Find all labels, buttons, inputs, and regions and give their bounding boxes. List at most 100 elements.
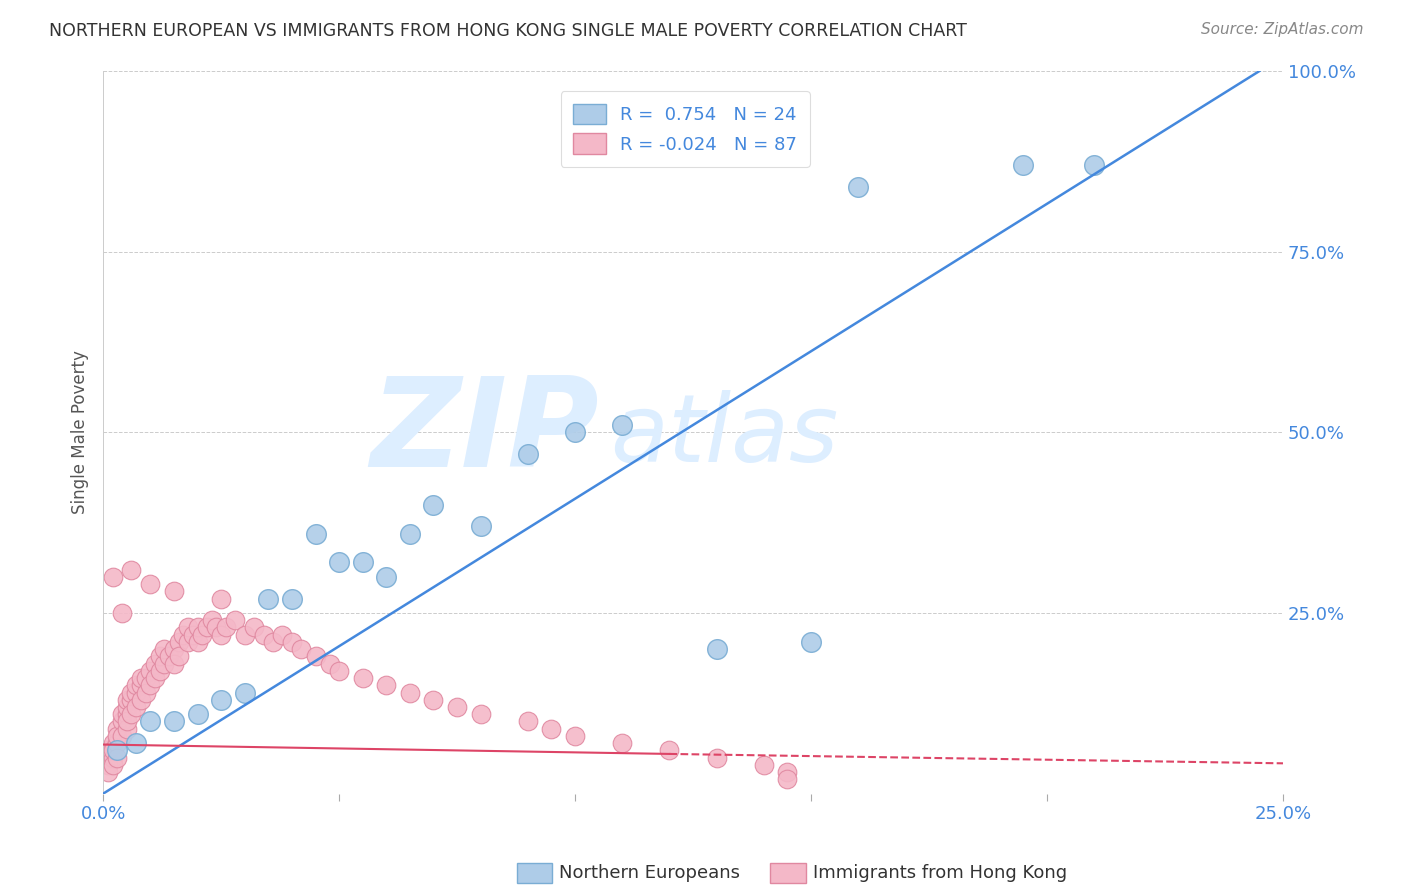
Point <box>205 620 228 634</box>
Point <box>422 498 444 512</box>
Point <box>1083 158 1105 172</box>
Point <box>111 714 134 729</box>
Point <box>290 642 312 657</box>
Point <box>186 620 208 634</box>
Point <box>125 736 148 750</box>
Point <box>105 743 128 757</box>
Point <box>115 692 138 706</box>
Point <box>564 729 586 743</box>
Point <box>540 722 562 736</box>
Point <box>157 649 180 664</box>
Point <box>149 664 172 678</box>
Point <box>115 707 138 722</box>
Point <box>167 649 190 664</box>
Point <box>375 570 398 584</box>
Point <box>167 635 190 649</box>
Point <box>139 678 162 692</box>
Point <box>800 635 823 649</box>
Point <box>135 671 157 685</box>
Point <box>101 570 124 584</box>
Point <box>209 591 232 606</box>
Point <box>172 628 194 642</box>
Point <box>105 750 128 764</box>
Point <box>101 750 124 764</box>
Point <box>191 628 214 642</box>
Point <box>262 635 284 649</box>
Point <box>257 591 280 606</box>
Point <box>125 685 148 699</box>
Point <box>97 743 120 757</box>
Point <box>564 425 586 440</box>
Point <box>143 657 166 671</box>
Point <box>304 649 326 664</box>
Point <box>149 649 172 664</box>
Point <box>281 591 304 606</box>
Point <box>101 743 124 757</box>
Point <box>177 620 200 634</box>
Point <box>143 671 166 685</box>
Point <box>612 736 634 750</box>
Point <box>105 736 128 750</box>
Text: NORTHERN EUROPEAN VS IMMIGRANTS FROM HONG KONG SINGLE MALE POVERTY CORRELATION C: NORTHERN EUROPEAN VS IMMIGRANTS FROM HON… <box>49 22 967 40</box>
Point <box>399 526 422 541</box>
Point <box>752 757 775 772</box>
Point <box>776 764 799 779</box>
Point <box>446 700 468 714</box>
Text: Source: ZipAtlas.com: Source: ZipAtlas.com <box>1201 22 1364 37</box>
Point <box>209 628 232 642</box>
Point <box>612 418 634 433</box>
Point <box>422 692 444 706</box>
Point <box>163 657 186 671</box>
Y-axis label: Single Male Poverty: Single Male Poverty <box>72 351 89 515</box>
Point <box>304 526 326 541</box>
Point <box>318 657 340 671</box>
Point <box>233 685 256 699</box>
Point <box>658 743 681 757</box>
Point <box>195 620 218 634</box>
Point <box>120 692 142 706</box>
Point <box>105 722 128 736</box>
Point <box>328 556 350 570</box>
Point <box>101 736 124 750</box>
Point <box>186 635 208 649</box>
Point <box>243 620 266 634</box>
Point <box>129 678 152 692</box>
Point <box>153 657 176 671</box>
Point <box>328 664 350 678</box>
Point <box>125 700 148 714</box>
Text: Immigrants from Hong Kong: Immigrants from Hong Kong <box>813 864 1067 882</box>
Point <box>139 714 162 729</box>
Point <box>181 628 204 642</box>
Point <box>120 707 142 722</box>
Point <box>97 764 120 779</box>
Point <box>125 678 148 692</box>
Point <box>470 707 492 722</box>
Point <box>111 606 134 620</box>
Point <box>115 722 138 736</box>
Point <box>120 563 142 577</box>
Point <box>233 628 256 642</box>
Point <box>177 635 200 649</box>
Point <box>163 584 186 599</box>
Point <box>706 642 728 657</box>
Point <box>252 628 274 642</box>
Point <box>129 692 152 706</box>
Point <box>201 613 224 627</box>
Point <box>153 642 176 657</box>
Point <box>129 671 152 685</box>
Text: Northern Europeans: Northern Europeans <box>560 864 741 882</box>
Legend: R =  0.754   N = 24, R = -0.024   N = 87: R = 0.754 N = 24, R = -0.024 N = 87 <box>561 91 810 167</box>
Point <box>163 642 186 657</box>
Text: atlas: atlas <box>610 391 839 482</box>
Point <box>706 750 728 764</box>
Point <box>399 685 422 699</box>
Point <box>215 620 238 634</box>
Point <box>470 519 492 533</box>
Point <box>135 685 157 699</box>
Point <box>846 179 869 194</box>
Point <box>111 707 134 722</box>
Point <box>115 714 138 729</box>
Point <box>516 447 538 461</box>
Point <box>281 635 304 649</box>
Point <box>271 628 294 642</box>
